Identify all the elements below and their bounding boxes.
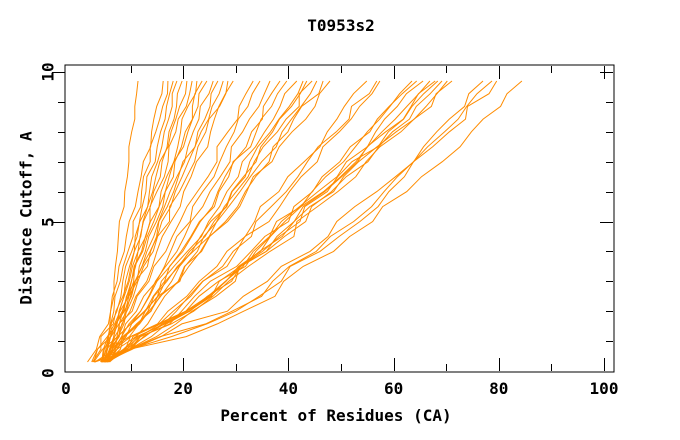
model-curve — [100, 80, 288, 363]
x-tick-label-100: 100 — [589, 379, 619, 398]
model-curve — [105, 80, 453, 363]
model-curve — [107, 80, 234, 363]
model-curve — [102, 80, 378, 363]
model-curve — [104, 80, 493, 363]
model-curve — [106, 80, 443, 363]
model-curve — [93, 80, 208, 363]
model-curve — [106, 80, 304, 363]
model-curve — [108, 80, 281, 363]
model-curve — [101, 80, 261, 363]
model-curve — [101, 80, 331, 363]
y-tick-label-0: 0 — [38, 368, 58, 378]
model-curve — [103, 80, 139, 363]
model-curve — [105, 80, 198, 363]
model-curve — [101, 80, 169, 363]
model-curve — [106, 80, 523, 363]
model-curve — [101, 80, 224, 363]
x-tick-label-0: 0 — [61, 379, 71, 398]
model-curve — [101, 80, 448, 363]
model-curve — [93, 80, 436, 363]
y-tick-label-10: 10 — [38, 62, 58, 82]
model-curve — [108, 80, 324, 363]
x-tick-label-80: 80 — [489, 379, 509, 398]
model-curve — [104, 80, 271, 363]
plot-box — [64, 64, 615, 373]
x-tick-label-20: 20 — [173, 379, 193, 398]
model-curve — [104, 80, 229, 363]
x-tick-label-40: 40 — [278, 379, 299, 398]
model-curve — [92, 80, 188, 363]
model-curve — [87, 80, 164, 363]
x-axis-label: Percent of Residues (CA) — [220, 406, 452, 425]
model-curve — [94, 80, 368, 363]
plot-title: T0953s2 — [307, 16, 375, 35]
model-curve — [107, 80, 431, 363]
x-tick-label-60: 60 — [383, 379, 404, 398]
model-curve — [91, 80, 254, 363]
model-curve — [107, 80, 498, 363]
model-curve — [106, 80, 381, 363]
model-curve — [93, 80, 308, 363]
model-curve — [94, 80, 484, 363]
model-curve — [109, 80, 413, 363]
y-tick-label-5: 5 — [38, 216, 58, 227]
